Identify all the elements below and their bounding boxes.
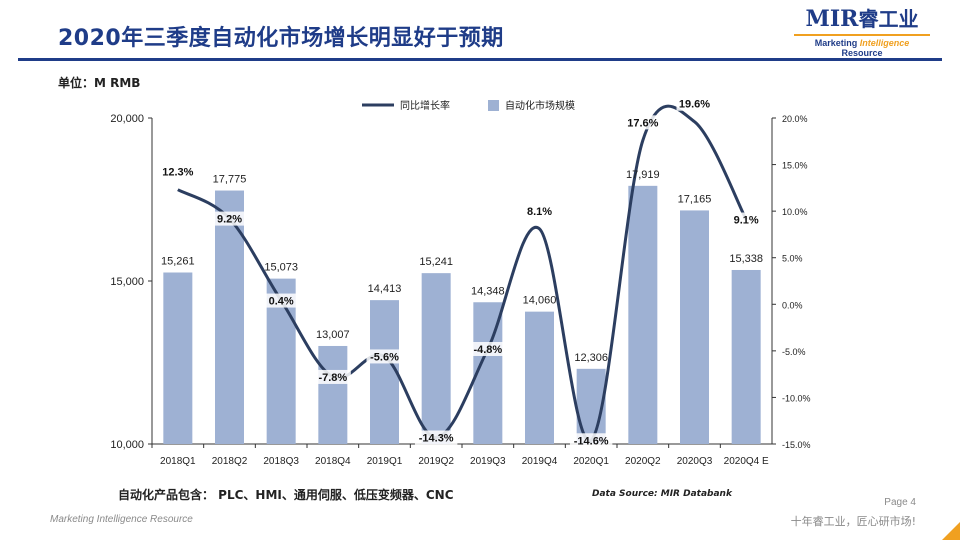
bar-value-label: 15,261 [161, 255, 195, 267]
title-divider [18, 58, 942, 61]
left-axis-tick-label: 20,000 [110, 113, 144, 125]
bar-value-label: 15,241 [419, 256, 453, 268]
logo-tagline-em: Intelligence [859, 38, 910, 48]
line-value-label: -5.6% [370, 351, 399, 363]
legend-bar-swatch [488, 100, 499, 111]
right-axis-tick-label: 5.0% [782, 254, 803, 264]
bar-value-label: 17,919 [626, 169, 660, 181]
footer-company: Marketing Intelligence Resource [50, 514, 193, 525]
left-axis-tick-label: 10,000 [110, 439, 144, 451]
line-label-bg [731, 212, 761, 227]
page-number: Page 4 [884, 497, 916, 508]
legend-line-label: 同比增长率 [400, 99, 450, 112]
line-value-label: -14.6% [574, 435, 609, 447]
line-label-bg [569, 433, 613, 448]
bar-2018Q4 [318, 345, 348, 444]
bar-2019Q1 [370, 300, 399, 444]
bar-value-label: 14,060 [523, 295, 557, 307]
bar-value-label: 15,073 [264, 262, 298, 274]
legend-bar-label: 自动化市场规模 [505, 99, 575, 112]
line-label-bg [159, 164, 196, 179]
corner-decoration [942, 522, 960, 540]
x-tick-label: 2020Q1 [573, 456, 609, 467]
x-tick-label: 2020Q4 E [724, 456, 769, 467]
line-label-bg [676, 96, 713, 111]
line-value-label: 12.3% [162, 167, 193, 179]
logo-tagline-b: Resource [841, 48, 883, 58]
logo-cjk: 睿工业 [858, 7, 919, 31]
bar-2020Q3 [680, 210, 709, 444]
logo-mir: MIR [805, 6, 859, 32]
x-tick-label: 2018Q4 [315, 456, 351, 467]
bar-2020Q2 [628, 185, 658, 444]
x-tick-label: 2019Q3 [470, 456, 506, 467]
line-label-bg [414, 430, 458, 445]
line-label-bg [266, 293, 296, 308]
left-axis-tick-label: 15,000 [110, 276, 144, 288]
line-label-bg [469, 341, 506, 356]
bar-2018Q1 [163, 272, 193, 444]
bar-2019Q2 [421, 273, 451, 444]
line-value-label: -4.8% [473, 344, 502, 356]
growth-rate-line [177, 104, 748, 443]
bar-value-label: 17,775 [213, 174, 247, 186]
x-tick-label: 2019Q4 [522, 456, 558, 467]
bar-value-label: 13,007 [316, 329, 350, 341]
bar-2019Q4 [525, 311, 554, 444]
line-value-label: 0.4% [269, 296, 294, 308]
line-label-bg [214, 211, 245, 226]
right-axis-tick-label: -10.0% [782, 393, 811, 403]
product-note: 自动化产品包含： PLC、HMI、通用伺服、低压变频器、CNC [118, 488, 454, 502]
bar-value-label: 15,338 [729, 253, 763, 265]
x-tick-label: 2020Q3 [677, 456, 713, 467]
data-source: Data Source: MIR Databank [592, 489, 732, 499]
bar-value-label: 14,348 [471, 285, 505, 297]
x-tick-label: 2018Q1 [160, 456, 196, 467]
logo-tagline-a: Marketing [814, 38, 860, 48]
line-label-bg [366, 349, 403, 364]
bar-2020Q4 E [731, 269, 761, 444]
line-value-label: 8.1% [527, 206, 552, 218]
line-value-label: 19.6% [679, 99, 710, 111]
logo-wordmark: MIR睿工业 [782, 6, 942, 32]
right-axis-tick-label: 10.0% [782, 207, 808, 217]
x-tick-label: 2018Q2 [212, 456, 248, 467]
bar-value-label: 17,165 [678, 193, 712, 205]
unit-label: 单位：M RMB [58, 76, 141, 90]
bar-value-label: 12,306 [574, 352, 608, 364]
line-label-bg [624, 115, 661, 130]
page-title: 2020年三季度自动化市场增长明显好于预期 [58, 26, 504, 51]
x-tick-label: 2018Q3 [263, 456, 299, 467]
line-value-label: -14.3% [419, 432, 454, 444]
line-value-label: -7.8% [318, 372, 347, 384]
x-tick-label: 2020Q2 [625, 456, 661, 467]
right-axis-tick-label: 20.0% [782, 114, 808, 124]
footer-slogan: 十年睿工业，匠心研市场! [790, 515, 916, 528]
bar-2018Q2 [215, 190, 244, 444]
right-axis-tick-label: 15.0% [782, 161, 808, 171]
x-tick-label: 2019Q1 [367, 456, 403, 467]
right-axis-tick-label: 0.0% [782, 300, 803, 310]
line-label-bg [314, 369, 351, 384]
line-value-label: 17.6% [627, 117, 658, 129]
line-value-label: 9.1% [734, 215, 759, 227]
line-value-label: 9.2% [217, 214, 242, 226]
x-tick-label: 2019Q2 [418, 456, 454, 467]
brand-logo: MIR睿工业 Marketing Intelligence Resource [782, 6, 942, 58]
right-axis-tick-label: -15.0% [782, 440, 811, 450]
bar-value-label: 14,413 [368, 283, 402, 295]
logo-tagline: Marketing Intelligence Resource [794, 34, 930, 58]
right-axis-tick-label: -5.0% [782, 347, 806, 357]
line-label-bg [524, 203, 555, 218]
